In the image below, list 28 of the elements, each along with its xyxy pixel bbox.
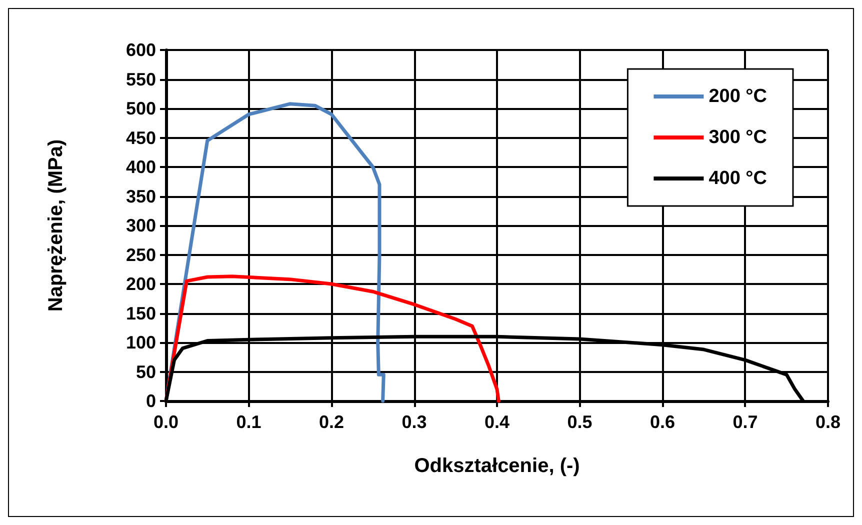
y-tick-label: 350	[126, 186, 156, 206]
y-tick-label: 300	[126, 216, 156, 236]
x-tick-label: 0.6	[650, 412, 676, 432]
y-tick-label: 450	[126, 128, 156, 148]
y-tick-label: 500	[126, 98, 156, 118]
y-axis-title: Naprężenie, (MPa)	[45, 139, 67, 312]
y-tick-label: 250	[126, 244, 156, 265]
y-tick-label: 400	[126, 157, 156, 177]
y-tick-label: 150	[126, 303, 156, 324]
x-tick-label: 0.0	[153, 412, 179, 432]
x-tick-label: 0.4	[484, 412, 510, 432]
x-tick-label: 0.2	[318, 412, 344, 432]
legend-label: 300 °C	[708, 127, 768, 148]
y-tick-label: 100	[126, 332, 156, 352]
x-tick-label: 0.8	[815, 412, 841, 432]
legend-label: 200 °C	[708, 86, 768, 107]
x-tick-label: 0.3	[402, 412, 427, 432]
y-tick-label: 200	[126, 274, 156, 294]
x-tick-label: 0.5	[567, 412, 592, 432]
x-axis-title: Odkształcenie, (-)	[414, 455, 580, 477]
legend-label: 400 °C	[708, 168, 768, 189]
line-series	[164, 274, 500, 403]
x-tick-label: 0.1	[236, 412, 262, 432]
x-tick-label: 0.7	[732, 412, 758, 432]
y-tick-label: 0	[146, 391, 156, 411]
y-tick-label: 50	[136, 362, 156, 382]
y-tick-label: 550	[126, 69, 156, 90]
y-tick-label: 600	[126, 40, 156, 60]
